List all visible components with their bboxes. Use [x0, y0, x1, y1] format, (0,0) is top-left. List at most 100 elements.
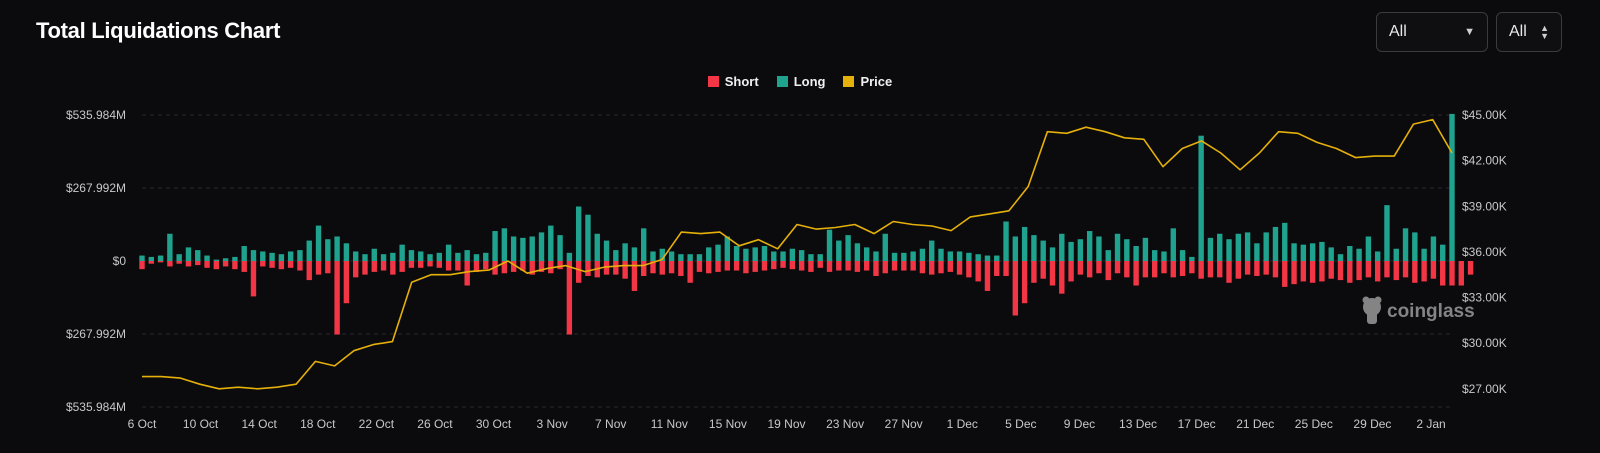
short-bar[interactable] — [418, 261, 424, 268]
short-bar[interactable] — [1021, 261, 1028, 304]
short-bar[interactable] — [1467, 261, 1474, 275]
short-bar[interactable] — [817, 261, 823, 268]
long-bar[interactable] — [575, 206, 582, 261]
long-bar[interactable] — [1133, 246, 1139, 261]
short-bar[interactable] — [1235, 261, 1242, 279]
long-bar[interactable] — [483, 252, 489, 261]
short-bar[interactable] — [789, 261, 796, 270]
short-bar[interactable] — [427, 261, 433, 267]
short-bar[interactable] — [1198, 261, 1204, 279]
short-bar[interactable] — [696, 261, 703, 272]
short-bar[interactable] — [752, 261, 758, 272]
short-bar[interactable] — [854, 261, 861, 272]
long-bar[interactable] — [557, 235, 563, 261]
short-bar[interactable] — [1124, 261, 1130, 278]
short-bar[interactable] — [678, 261, 684, 276]
short-bar[interactable] — [1309, 261, 1316, 283]
short-bar[interactable] — [798, 261, 805, 271]
short-bar[interactable] — [445, 261, 452, 271]
short-bar[interactable] — [408, 261, 415, 268]
short-bar[interactable] — [1440, 261, 1446, 286]
long-bar[interactable] — [1393, 248, 1399, 261]
short-bar[interactable] — [1328, 261, 1334, 279]
unit-select[interactable]: All ▲ ▼ — [1496, 12, 1562, 52]
long-bar[interactable] — [1347, 246, 1353, 261]
long-bar[interactable] — [343, 243, 350, 261]
short-bar[interactable] — [501, 261, 508, 274]
long-bar[interactable] — [1114, 233, 1121, 261]
long-bar[interactable] — [724, 236, 731, 261]
short-bar[interactable] — [1226, 261, 1232, 283]
short-bar[interactable] — [910, 261, 916, 271]
long-bar[interactable] — [241, 246, 247, 261]
long-bar[interactable] — [1049, 247, 1056, 261]
short-bar[interactable] — [529, 261, 535, 275]
long-bar[interactable] — [510, 236, 517, 261]
long-bar[interactable] — [808, 254, 814, 261]
long-bar[interactable] — [929, 240, 935, 261]
long-bar[interactable] — [1235, 233, 1242, 261]
long-bar[interactable] — [1421, 248, 1427, 261]
long-bar[interactable] — [371, 248, 377, 261]
short-bar[interactable] — [1217, 261, 1223, 278]
long-bar[interactable] — [733, 246, 740, 261]
long-bar[interactable] — [1282, 222, 1288, 261]
long-bar[interactable] — [325, 239, 331, 261]
short-bar[interactable] — [1421, 261, 1427, 282]
short-bar[interactable] — [157, 261, 164, 263]
short-bar[interactable] — [195, 261, 201, 266]
long-bar[interactable] — [706, 247, 712, 261]
short-bar[interactable] — [585, 261, 591, 276]
short-bar[interactable] — [706, 261, 712, 274]
short-bar[interactable] — [1059, 261, 1065, 294]
short-bar[interactable] — [343, 261, 350, 304]
short-bar[interactable] — [631, 261, 638, 291]
short-bar[interactable] — [1207, 261, 1214, 278]
long-bar[interactable] — [1021, 226, 1028, 261]
long-bar[interactable] — [473, 254, 480, 261]
short-bar[interactable] — [1152, 261, 1158, 278]
short-bar[interactable] — [1161, 261, 1167, 274]
short-bar[interactable] — [1356, 261, 1362, 281]
long-bar[interactable] — [1412, 232, 1418, 261]
long-bar[interactable] — [956, 251, 963, 261]
short-bar[interactable] — [483, 261, 489, 270]
short-bar[interactable] — [1412, 261, 1418, 283]
short-bar[interactable] — [966, 261, 972, 278]
short-bar[interactable] — [260, 261, 266, 267]
long-bar[interactable] — [715, 244, 721, 261]
long-bar[interactable] — [185, 247, 192, 261]
long-bar[interactable] — [1440, 244, 1446, 261]
long-bar[interactable] — [1384, 205, 1390, 261]
short-bar[interactable] — [1096, 261, 1102, 274]
long-bar[interactable] — [1003, 221, 1009, 261]
short-bar[interactable] — [984, 261, 991, 291]
short-bar[interactable] — [297, 261, 303, 271]
short-bar[interactable] — [1282, 261, 1288, 287]
short-bar[interactable] — [938, 261, 944, 274]
short-bar[interactable] — [873, 261, 879, 276]
short-bar[interactable] — [613, 261, 619, 275]
long-bar[interactable] — [743, 248, 749, 261]
short-bar[interactable] — [771, 261, 777, 270]
short-bar[interactable] — [334, 261, 340, 335]
long-bar[interactable] — [1402, 228, 1409, 261]
short-bar[interactable] — [994, 261, 1000, 276]
long-bar[interactable] — [390, 252, 396, 261]
short-bar[interactable] — [325, 261, 331, 274]
short-bar[interactable] — [213, 261, 220, 270]
long-bar[interactable] — [148, 256, 154, 261]
long-bar[interactable] — [1449, 113, 1455, 261]
long-bar[interactable] — [901, 252, 907, 261]
long-bar[interactable] — [826, 229, 833, 261]
short-bar[interactable] — [1003, 261, 1009, 276]
long-bar[interactable] — [204, 255, 210, 261]
long-bar[interactable] — [613, 250, 619, 261]
long-bar[interactable] — [1096, 236, 1102, 261]
long-bar[interactable] — [520, 237, 526, 261]
long-bar[interactable] — [1356, 248, 1362, 261]
short-bar[interactable] — [473, 261, 480, 272]
long-bar[interactable] — [1272, 226, 1279, 261]
short-bar[interactable] — [668, 261, 675, 274]
long-bar[interactable] — [529, 236, 535, 261]
